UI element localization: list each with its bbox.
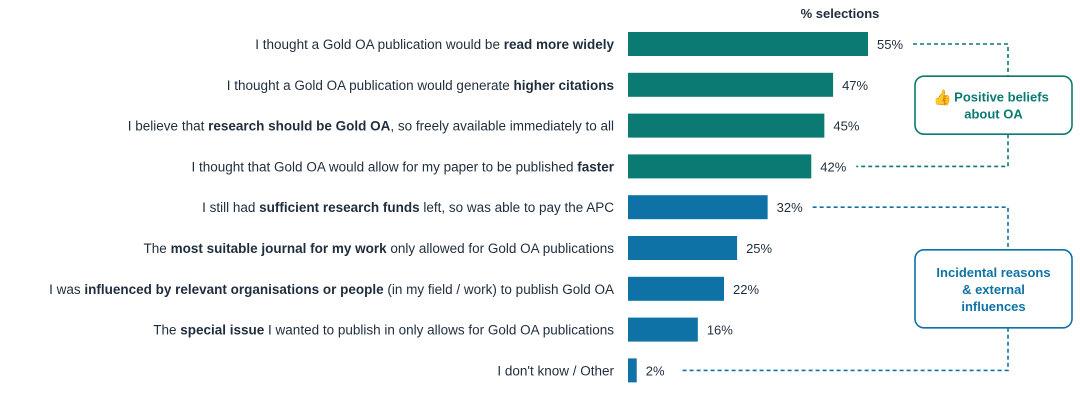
bar xyxy=(628,317,698,342)
bar xyxy=(628,236,738,260)
value-label: 45% xyxy=(833,119,859,134)
value-label: 16% xyxy=(707,323,733,338)
category-label: I thought that Gold OA would allow for m… xyxy=(191,159,614,174)
bar xyxy=(628,358,637,383)
group-bracket xyxy=(856,43,1009,168)
category-label: The most suitable journal for my work on… xyxy=(144,241,615,256)
group-callout-box xyxy=(914,75,1073,135)
value-label: 22% xyxy=(733,282,759,297)
group-label: about OA xyxy=(964,107,1023,122)
value-label: 55% xyxy=(877,37,903,52)
bar xyxy=(628,154,812,179)
category-label: I thought a Gold OA publication would ge… xyxy=(227,78,614,93)
category-label: I don't know / Other xyxy=(497,363,614,378)
value-label: 2% xyxy=(646,363,665,378)
bar xyxy=(628,113,825,138)
bar xyxy=(628,72,834,97)
category-label: I thought a Gold OA publication would be… xyxy=(255,37,614,52)
bar xyxy=(628,32,868,56)
value-label: 25% xyxy=(746,241,772,256)
category-label: I still had sufficient research funds le… xyxy=(202,200,614,215)
bar xyxy=(628,195,768,220)
group-label: influences xyxy=(961,299,1025,314)
value-label: 42% xyxy=(820,159,846,174)
value-header: % selections xyxy=(801,6,880,21)
category-label: I was influenced by relevant organisatio… xyxy=(49,282,614,297)
thumbs-up-icon: 👍 xyxy=(933,89,952,107)
group-callout-box xyxy=(914,249,1073,329)
value-label: 32% xyxy=(777,200,803,215)
value-label: 47% xyxy=(842,78,868,93)
group-label: Positive beliefs xyxy=(954,90,1049,105)
category-label: I believe that research should be Gold O… xyxy=(128,119,614,134)
bar xyxy=(628,276,724,301)
category-label: The special issue I wanted to publish in… xyxy=(153,323,614,338)
group-label: & external xyxy=(962,282,1025,297)
group-label: Incidental reasons xyxy=(936,265,1050,280)
group-bracket xyxy=(681,206,1009,372)
